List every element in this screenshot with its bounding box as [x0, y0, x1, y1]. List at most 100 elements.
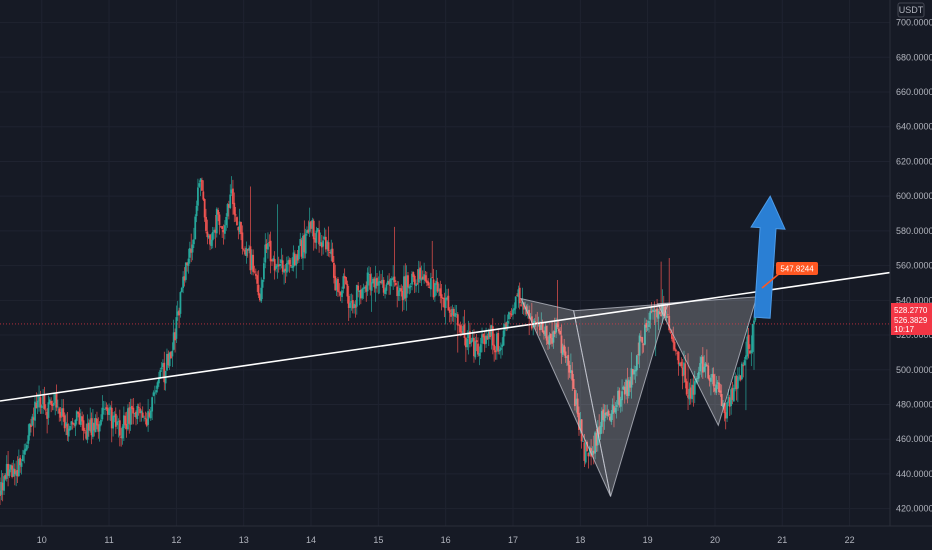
neckline[interactable]: [0, 271, 891, 402]
head-shoulders-pattern[interactable]: [520, 296, 758, 497]
candle-body: [404, 276, 407, 299]
y-tick-label: 700.0000: [896, 18, 932, 28]
candle-body: [504, 323, 506, 331]
candle-body: [606, 411, 609, 417]
x-tick-label: 15: [373, 535, 383, 545]
candle-body: [642, 344, 645, 346]
price-axis-panel[interactable]: [890, 0, 932, 526]
candle-body: [417, 269, 420, 283]
candle-body: [645, 323, 648, 328]
neckline-trendline[interactable]: [0, 271, 891, 402]
candle-body: [594, 432, 597, 454]
candle-body: [78, 413, 81, 425]
candle-body: [172, 332, 175, 350]
candle-body: [627, 379, 630, 396]
candle-body: [167, 353, 170, 366]
candle-body: [5, 464, 8, 479]
candle-body: [644, 324, 646, 345]
candle-body: [287, 260, 290, 264]
candle-body: [245, 248, 248, 257]
candle-body: [113, 415, 116, 418]
candle-body: [94, 418, 97, 433]
candle-body: [704, 363, 707, 367]
candle-body: [192, 239, 195, 245]
candle-body: [427, 281, 430, 286]
candle-body: [202, 191, 205, 200]
time-axis-labels: 10 11 12 13 14 15 16 17 18 19 20 21 22: [37, 535, 855, 545]
y-tick-label: 620.0000: [896, 156, 932, 166]
candle-body: [574, 389, 576, 407]
candle-body: [74, 419, 77, 427]
candle-body: [319, 242, 322, 246]
candle-body: [429, 278, 432, 290]
candle-body: [455, 313, 458, 315]
candle-body: [462, 326, 465, 335]
candle-body: [31, 416, 34, 426]
candle-body: [264, 244, 267, 263]
candle-body: [272, 258, 275, 262]
candle-body: [420, 277, 423, 281]
up-arrow-annotation[interactable]: [750, 195, 786, 319]
candle-body: [723, 403, 726, 414]
candle-body: [596, 427, 599, 446]
candle-body: [591, 450, 594, 455]
candle-body: [413, 275, 416, 285]
currency-label[interactable]: USDT: [897, 2, 925, 18]
candle-body: [147, 411, 150, 425]
callout-box: [776, 262, 818, 275]
candle-body: [338, 291, 341, 293]
candle-body: [539, 323, 541, 331]
candle-body: [326, 241, 329, 250]
pattern-triangle[interactable]: [572, 303, 669, 497]
candle-body: [653, 310, 656, 312]
price-badge-price-1: 528.2770: [894, 306, 928, 315]
candle-body: [381, 279, 384, 284]
candle-body: [46, 411, 49, 419]
candle-body: [549, 333, 552, 339]
candle-body: [428, 287, 431, 288]
callout-badge[interactable]: 547.8244: [761, 262, 818, 289]
callout-value: 547.8244: [780, 265, 814, 274]
candle-body: [739, 375, 742, 380]
candlesticks: [0, 176, 758, 506]
candle-body: [183, 276, 186, 281]
candle-body: [607, 410, 610, 416]
callout-pointer: [761, 272, 781, 289]
candle-body: [324, 236, 327, 250]
candle-body: [513, 308, 516, 311]
candle-body: [463, 324, 466, 338]
pattern-triangle[interactable]: [656, 296, 758, 427]
candle-body: [707, 365, 710, 379]
candle-body: [89, 419, 92, 432]
candle-body: [56, 406, 59, 408]
candle-body: [693, 381, 696, 395]
candle-body: [556, 323, 559, 328]
candle-body: [611, 404, 614, 415]
candle-body: [633, 370, 636, 375]
price-badge[interactable]: 528.2770 526.3829 10:17: [891, 303, 932, 335]
candle-body: [186, 262, 189, 266]
candle-body: [681, 367, 684, 377]
candle-body: [598, 426, 601, 435]
up-arrow[interactable]: [750, 195, 786, 319]
candle-body: [124, 415, 127, 426]
candle-body: [120, 436, 123, 438]
candle-body: [218, 214, 221, 225]
candle-body: [292, 252, 295, 268]
candle-body: [389, 279, 392, 286]
candle-body: [510, 314, 513, 316]
candle-body: [159, 370, 162, 379]
candle-body: [559, 330, 562, 335]
candle-body: [302, 236, 304, 259]
candle-body: [354, 304, 357, 308]
candle-body: [683, 362, 685, 376]
candle-body: [485, 335, 487, 344]
time-axis-panel[interactable]: [0, 526, 932, 550]
candle-body: [497, 332, 500, 352]
candle-body: [98, 424, 101, 432]
candle-body: [470, 340, 473, 343]
candle-body: [677, 351, 680, 365]
candle-body: [444, 297, 447, 309]
candle-body: [28, 423, 31, 436]
